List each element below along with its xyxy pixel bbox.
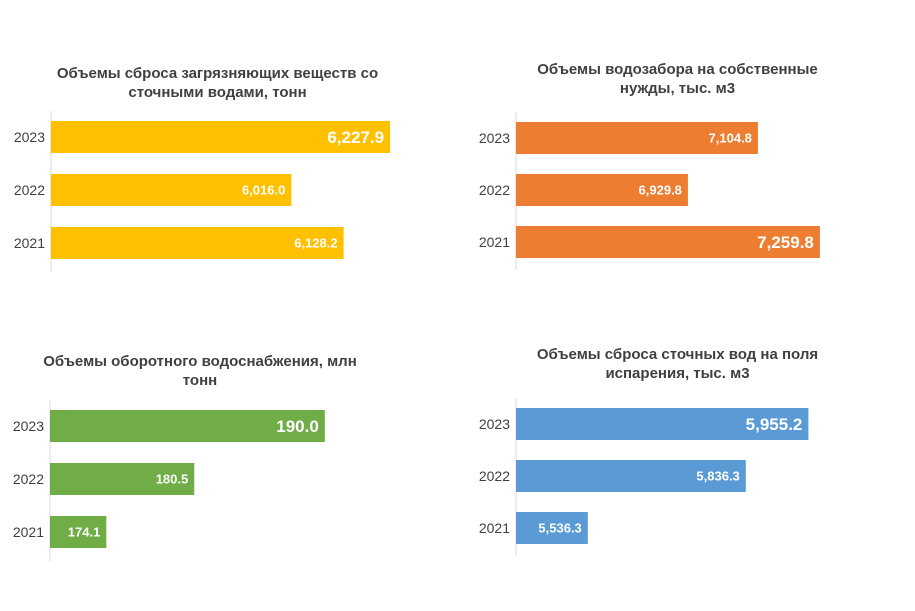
value-label-2023: 5,955.2 (746, 415, 803, 434)
category-label-2022: 2022 (479, 468, 510, 484)
value-label-2021: 7,259.8 (757, 233, 814, 252)
category-label-2023: 2023 (479, 130, 510, 146)
value-label-2022: 5,836.3 (696, 469, 739, 484)
chart-title-3: Объемы оборотного водоснабжения, млн тон… (43, 353, 357, 389)
bar-2021 (50, 516, 107, 548)
bar-2022 (51, 174, 292, 206)
chart-panel-3: Объемы оборотного водоснабжения, млн тон… (13, 353, 357, 561)
bar-2021 (51, 227, 344, 259)
category-label-2021: 2021 (479, 520, 510, 536)
value-label-2022: 6,016.0 (242, 183, 285, 198)
bar-2022 (516, 174, 688, 206)
value-label-2022: 180.5 (156, 472, 189, 487)
chart-title-1: Объемы сброса загрязняющих веществ со ст… (56, 65, 379, 101)
bar-2023 (516, 408, 809, 440)
category-label-2021: 2021 (14, 235, 45, 251)
chart-svg-2: 2023 7,104.8 2022 6,929.8 2021 7,259.8 (479, 112, 820, 270)
category-label-2021: 2021 (479, 234, 510, 250)
bar-2022 (516, 460, 746, 492)
category-label-2023: 2023 (14, 129, 45, 145)
category-label-2022: 2022 (479, 182, 510, 198)
bar-2021 (516, 512, 588, 544)
chart-title-2: Объемы водозабора на собственные нужды, … (537, 61, 818, 97)
category-label-2022: 2022 (13, 471, 44, 487)
bar-2022 (50, 463, 195, 495)
value-label-2021: 5,536.3 (538, 521, 581, 536)
value-label-2022: 6,929.8 (639, 183, 682, 198)
category-label-2023: 2023 (13, 418, 44, 434)
value-label-2023: 7,104.8 (709, 131, 752, 146)
chart-panel-1: Объемы сброса загрязняющих веществ со ст… (0, 0, 460, 300)
bar-2023 (516, 122, 758, 154)
bar-2023 (50, 410, 325, 442)
bar-2021 (516, 226, 820, 258)
chart-title-4: Объемы сброса сточных вод на поля испаре… (536, 346, 819, 382)
category-label-2023: 2023 (479, 416, 510, 432)
category-label-2021: 2021 (13, 524, 44, 540)
value-label-2023: 190.0 (276, 417, 319, 436)
value-label-2021: 6,128.2 (294, 236, 337, 251)
value-label-2021: 174.1 (68, 525, 101, 540)
chart-svg-1: 2023 6,227.9 2022 6,016.0 2021 6,128.2 (14, 111, 391, 272)
category-label-2022: 2022 (14, 182, 45, 198)
bar-2023 (51, 121, 391, 153)
chart-svg-3: 2023 190.0 2022 180.5 2021 174.1 (13, 400, 325, 561)
value-label-2023: 6,227.9 (327, 128, 384, 147)
chart-panel-2: Объемы водозабора на собственные нужды, … (0, 0, 915, 300)
